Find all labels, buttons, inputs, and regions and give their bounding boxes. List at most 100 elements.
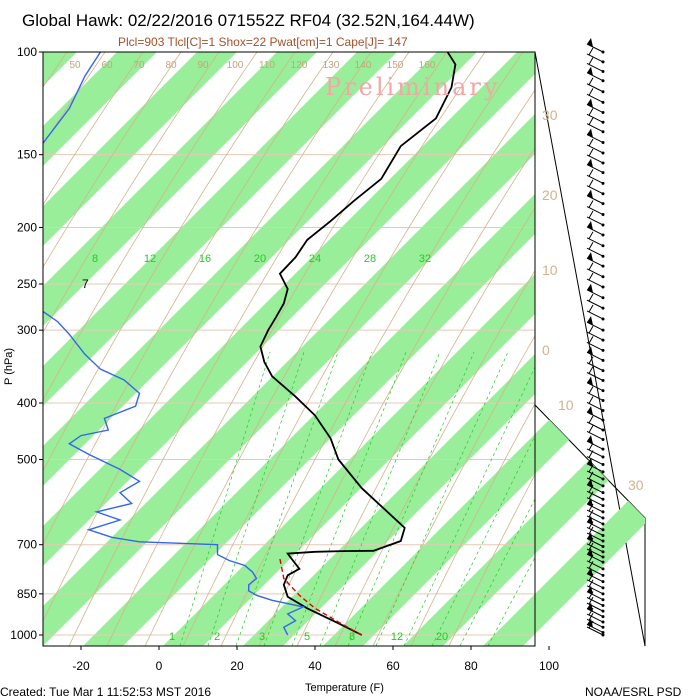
- wind-barb-flag: [587, 435, 593, 445]
- y-tick-label: 250: [17, 277, 37, 291]
- wind-barb-feather: [588, 537, 594, 546]
- wind-barb-dot: [601, 484, 605, 488]
- dry-adiabat-line: [43, 52, 258, 401]
- wind-barb-dot: [601, 463, 605, 467]
- wind-barb-dot: [601, 151, 605, 155]
- wind-barb-flag: [587, 497, 593, 507]
- wind-barb-dot: [601, 567, 605, 571]
- wind-barb-dot: [601, 285, 605, 289]
- wind-barb-dot: [601, 428, 605, 432]
- dry-adiabat-label: 100: [227, 60, 244, 71]
- wind-barb-staff: [586, 509, 604, 519]
- isotherm-band: [323, 434, 535, 646]
- isotherm-band: [43, 52, 535, 566]
- wind-barb-dot: [601, 533, 605, 537]
- wind-barb-dot: [601, 69, 605, 73]
- mixing-ratio-line: [319, 351, 441, 646]
- wind-barb-dot: [601, 615, 605, 619]
- wind-barb-dot: [601, 609, 605, 613]
- mixing-ratio-label: 12: [144, 253, 156, 265]
- wind-barb-dot: [601, 181, 605, 185]
- wind-barb-flag: [587, 189, 593, 199]
- dry-adiabat-label: 70: [133, 60, 145, 71]
- wind-barb-dot: [601, 504, 605, 508]
- x-tick-label: 0: [156, 659, 163, 673]
- wind-barb-staff: [586, 626, 604, 636]
- wind-barb-dot: [601, 328, 605, 332]
- wind-barb-dot: [601, 275, 605, 279]
- y-tick-label: 150: [17, 148, 37, 162]
- mixing-ratio-label: 32: [419, 253, 431, 265]
- wind-barb-staff: [586, 372, 604, 381]
- mixing-ratio-line: [235, 351, 339, 646]
- wind-barb-dot: [601, 161, 605, 165]
- wind-barb-staff: [586, 174, 604, 184]
- wind-barb-staff: [586, 566, 604, 576]
- wind-barb-staff: [586, 597, 604, 606]
- wind-barb-flag: [587, 585, 593, 595]
- wind-barb-staff: [586, 268, 604, 278]
- y-tick-label: 400: [17, 396, 37, 410]
- wind-barb-staff: [586, 154, 604, 164]
- wind-barb-staff: [586, 206, 604, 215]
- mixing-ratio-low-label: 2: [214, 631, 220, 643]
- wind-barb-feather: [588, 366, 594, 374]
- mixing-ratio-label: 8: [92, 253, 98, 265]
- wind-barb-dot: [601, 100, 605, 104]
- y-axis-label: P (hPa): [3, 348, 15, 385]
- right-isotherm-label: 30: [542, 107, 558, 123]
- wind-barb-feather: [588, 241, 594, 250]
- dry-adiabat-line: [448, 473, 535, 646]
- isotherm-band: [163, 274, 535, 646]
- wind-barb-staff: [586, 560, 604, 570]
- dry-adiabat-label: 120: [291, 60, 308, 71]
- wind-barb-staff: [586, 278, 604, 288]
- y-tick-label: 850: [17, 587, 37, 601]
- dry-adiabat-line: [334, 269, 535, 646]
- wind-barb-feather: [588, 336, 594, 344]
- wind-barb-dot: [601, 573, 605, 577]
- wind-barb-staff: [586, 579, 604, 589]
- mixing-ratio-label: 20: [254, 253, 266, 265]
- wind-barb-staff: [586, 421, 604, 431]
- dry-adiabat-label: 140: [355, 60, 372, 71]
- x-axis-label: Temperature (F): [305, 682, 384, 694]
- wind-barb-feather: [588, 450, 594, 458]
- wind-barb-feather: [588, 521, 594, 529]
- wind-barb-flag: [587, 220, 593, 230]
- wind-barb-dot: [601, 633, 605, 637]
- wind-barb-dot: [601, 379, 605, 383]
- isotherm-band: [43, 114, 535, 646]
- wind-barb-staff: [586, 331, 604, 341]
- dewpoint-note: 7: [82, 277, 89, 291]
- x-tick-label: -20: [72, 659, 90, 673]
- dry-adiabat-line: [182, 52, 524, 646]
- y-tick-label: 1000: [10, 628, 37, 642]
- wind-barb-dot: [601, 296, 605, 300]
- wind-barb-feather: [588, 464, 594, 473]
- mixing-ratio-line: [403, 366, 535, 646]
- wind-barb-dot: [601, 620, 605, 624]
- wind-barb-dot: [601, 586, 605, 590]
- wind-barb-feather: [588, 471, 594, 480]
- wind-barb-feather: [588, 554, 594, 563]
- right-isotherm-label: 0: [542, 342, 550, 358]
- wind-barb-dot: [601, 580, 605, 584]
- wind-barb-staff: [586, 402, 604, 411]
- y-tick-label: 200: [17, 221, 37, 235]
- wind-barb-dot: [601, 192, 605, 196]
- plot-frame: [42, 51, 536, 647]
- wind-barb-dot: [601, 348, 605, 352]
- x-tick-label: 60: [386, 659, 400, 673]
- wind-barb-feather: [588, 108, 594, 116]
- wind-barb-dot: [601, 497, 605, 501]
- wind-barb-staff: [586, 527, 604, 536]
- dry-adiabat-label: 160: [419, 60, 436, 71]
- mixing-ratio-line: [291, 351, 407, 646]
- mixing-ratio-label: 24: [309, 253, 321, 265]
- dry-adiabat-line: [43, 52, 182, 268]
- right-isotherm-label: 10: [542, 262, 558, 278]
- wind-barb-staff: [586, 237, 604, 247]
- wind-barb-feather: [588, 442, 594, 451]
- dry-adiabat-line: [43, 52, 334, 546]
